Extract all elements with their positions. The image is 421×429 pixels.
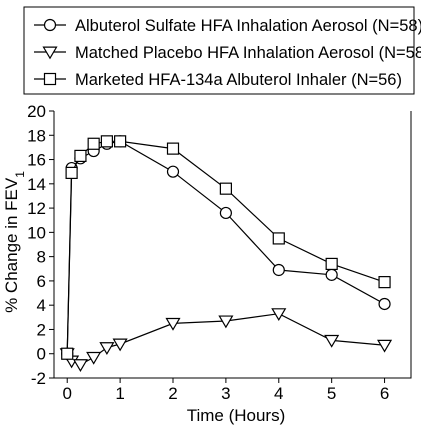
data-point-square-marker [87,137,100,150]
x-tick-label: 0 [62,384,71,403]
data-point-triangle-down-marker [218,315,234,329]
data-point-triangle-down-marker [271,308,287,322]
y-tick-label: 20 [27,102,46,121]
legend-square-marker [43,72,57,86]
data-point-square-marker [325,257,338,271]
y-axis-label: % Change in FEV1 [2,171,27,313]
data-point-square-marker [378,276,391,289]
data-point-square-marker [61,347,74,360]
data-point-triangle-down-marker [72,359,88,373]
series-2 [59,308,393,373]
series-3 [61,135,391,360]
y-tick-label: 14 [27,175,46,194]
data-point-square-marker [65,166,78,179]
legend-label: Albuterol Sulfate HFA Inhalation Aerosol… [75,17,421,35]
y-tick-label: 6 [37,272,46,291]
y-tick-label: 18 [27,126,46,145]
data-point-circle-marker [325,268,338,281]
legend-box [23,6,415,95]
x-tick-label: 1 [115,384,124,403]
axis-frame [53,111,412,379]
data-point-triangle-down-marker [324,334,340,348]
data-point-triangle-down-marker [86,351,102,365]
data-point-circle-marker [378,297,391,311]
legend-entry: Marketed HFA-134a Albuterol Inhaler (N=5… [34,71,402,89]
data-point-triangle-down-marker [377,339,393,353]
legend-circle-marker [43,18,57,32]
x-axis-label: Time (Hours) [187,406,286,425]
data-point-circle-marker [272,263,285,277]
legend-entry: Matched Placebo HFA Inhalation Aerosol (… [34,44,421,62]
plot-area [59,135,393,373]
y-tick-label: 8 [37,248,46,267]
y-tick-label: 12 [27,199,46,218]
y-tick-label: 16 [27,151,46,170]
x-tick-label: 5 [327,384,336,403]
x-tick-label: 6 [380,384,389,403]
data-point-square-marker [114,135,127,148]
legend-entry: Albuterol Sulfate HFA Inhalation Aerosol… [34,17,421,35]
legend-label: Marketed HFA-134a Albuterol Inhaler (N=5… [75,71,402,89]
data-point-square-marker [74,149,87,163]
data-point-circle-marker [166,165,180,178]
y-axis-label-subscript: 1 [13,171,27,178]
data-point-square-marker [166,142,180,155]
data-point-circle-marker [219,206,232,220]
legend-triangle-down-marker [42,46,58,60]
data-point-triangle-down-marker [112,338,128,352]
y-axis-label-main: % Change in FEV [2,177,21,313]
y-tick-label: 0 [37,345,46,364]
y-tick-label: -2 [31,369,46,388]
y-tick-label: 10 [27,223,46,242]
y-tick-label: 4 [37,296,46,315]
x-tick-label: 3 [221,384,230,403]
y-tick-label: 2 [37,320,46,339]
data-point-triangle-down-marker [165,317,181,331]
data-point-square-marker [272,232,285,245]
x-tick-label: 4 [274,384,283,403]
data-point-square-marker [100,135,113,148]
legend-label: Matched Placebo HFA Inhalation Aerosol (… [75,44,421,62]
legend: Albuterol Sulfate HFA Inhalation Aerosol… [23,6,421,95]
data-point-triangle-down-marker [99,342,115,356]
x-tick-label: 2 [168,384,177,403]
data-point-square-marker [219,182,232,195]
